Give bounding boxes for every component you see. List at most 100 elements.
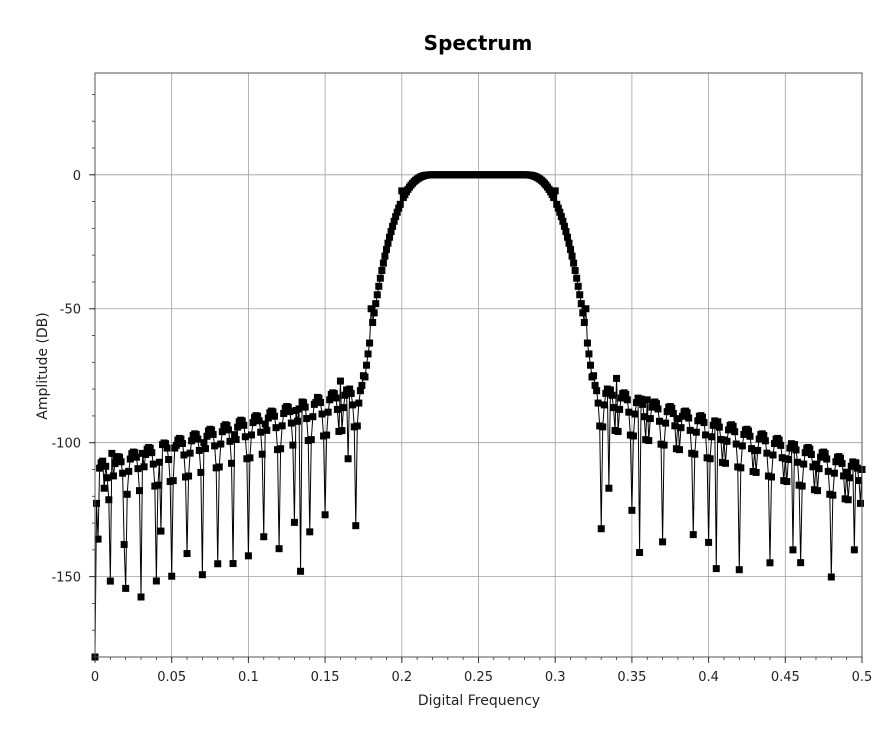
data-point — [278, 422, 286, 430]
data-point — [571, 266, 579, 274]
data-point — [355, 399, 363, 407]
data-point — [346, 385, 354, 393]
data-point — [215, 463, 223, 471]
x-tick-label: 0.45 — [771, 670, 800, 685]
data-point — [290, 518, 298, 526]
data-point — [629, 432, 637, 440]
y-tick-label: -100 — [51, 437, 81, 452]
data-point — [277, 445, 285, 453]
data-point — [740, 430, 748, 438]
data-point — [551, 187, 559, 195]
data-point — [258, 450, 266, 458]
data-point — [241, 433, 249, 441]
data-point — [125, 467, 133, 475]
data-point — [358, 381, 366, 389]
data-point — [332, 394, 340, 402]
data-point — [576, 291, 584, 299]
data-point — [731, 428, 739, 436]
data-point — [381, 252, 389, 260]
data-point — [172, 441, 180, 449]
data-point — [260, 533, 268, 541]
data-point — [715, 423, 723, 431]
data-point — [714, 418, 722, 426]
data-point — [823, 455, 831, 463]
data-point — [303, 415, 311, 423]
data-point — [168, 572, 176, 580]
data-point — [800, 460, 808, 468]
data-point — [602, 389, 610, 397]
data-point — [837, 454, 845, 462]
data-point — [117, 458, 125, 466]
data-point — [660, 441, 668, 449]
data-point — [559, 217, 567, 225]
data-point — [126, 455, 134, 463]
data-point — [725, 426, 733, 434]
data-point — [814, 487, 822, 495]
data-point — [152, 577, 160, 585]
data-point — [599, 423, 607, 431]
data-point — [254, 412, 262, 420]
data-point — [338, 427, 346, 435]
data-point — [791, 441, 798, 449]
data-point — [812, 460, 820, 468]
data-point — [155, 458, 163, 466]
data-point — [336, 377, 344, 385]
data-point — [120, 540, 128, 548]
data-point — [771, 440, 779, 448]
data-point — [609, 404, 617, 412]
data-point — [201, 445, 209, 453]
data-point — [148, 449, 156, 457]
data-point — [369, 319, 377, 327]
data-point — [393, 208, 401, 216]
data-point — [366, 339, 374, 347]
x-axis-label: Digital Frequency — [418, 693, 540, 709]
data-point — [287, 419, 295, 427]
data-point — [554, 204, 562, 212]
data-point — [783, 478, 791, 486]
data-point — [396, 200, 404, 208]
data-point — [689, 531, 697, 539]
data-point — [853, 464, 861, 472]
data-point — [223, 421, 231, 429]
data-point — [830, 469, 838, 477]
data-point — [656, 417, 664, 425]
data-point — [103, 474, 111, 482]
data-point — [140, 463, 148, 471]
data-point — [623, 396, 631, 404]
series-layer — [91, 171, 866, 661]
data-point — [840, 472, 848, 480]
data-point — [855, 476, 863, 484]
data-point — [195, 446, 203, 454]
data-point — [633, 399, 640, 407]
data-point — [577, 300, 585, 308]
data-point — [557, 213, 565, 221]
data-point — [122, 584, 130, 592]
data-point — [556, 208, 564, 216]
data-point — [605, 484, 613, 492]
data-point — [622, 390, 630, 398]
data-point — [769, 451, 777, 459]
data-point — [135, 487, 143, 495]
data-point — [106, 577, 114, 585]
axis-ticks: 0 0.05 0.1 0.15 0.2 0.25 0.3 0.35 0.4 0.45 0.5 0 -50… — [51, 94, 872, 685]
data-point — [361, 373, 369, 381]
data-point — [255, 417, 263, 425]
data-point — [763, 449, 771, 457]
data-point — [821, 450, 829, 458]
data-point — [646, 415, 654, 423]
data-point — [593, 387, 601, 395]
data-point — [723, 437, 731, 445]
data-point — [162, 440, 170, 448]
data-point — [94, 535, 102, 543]
data-point — [390, 217, 398, 225]
data-point — [370, 309, 378, 317]
data-point — [824, 467, 832, 475]
data-point — [563, 233, 571, 241]
data-point — [132, 453, 140, 461]
data-point — [389, 222, 397, 230]
data-point — [735, 566, 743, 574]
data-point — [806, 445, 814, 453]
data-point — [165, 456, 173, 464]
data-point — [617, 394, 625, 402]
